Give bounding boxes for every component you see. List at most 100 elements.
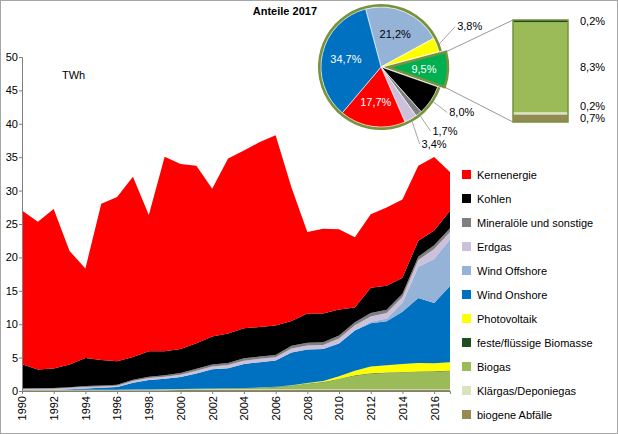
tick: 25 bbox=[6, 218, 22, 230]
data-label: 9,5% bbox=[411, 63, 436, 75]
tick-mark bbox=[371, 391, 372, 394]
tick-mark bbox=[19, 291, 22, 292]
tick: 2004 bbox=[238, 391, 250, 420]
tick-label: 15 bbox=[6, 285, 18, 297]
tick-label: 2008 bbox=[302, 396, 314, 420]
tick: 50 bbox=[6, 51, 22, 63]
legend-swatch bbox=[462, 194, 471, 203]
legend-label: Kohlen bbox=[477, 193, 511, 205]
data-label: 8,3% bbox=[580, 61, 605, 73]
tick-mark bbox=[54, 391, 55, 394]
tick-label: 2000 bbox=[175, 396, 187, 420]
tick: 1998 bbox=[143, 391, 155, 420]
legend-swatch bbox=[462, 410, 471, 419]
tick-mark bbox=[19, 57, 22, 58]
tick-label: 0 bbox=[12, 385, 18, 397]
tick: 2002 bbox=[207, 391, 219, 420]
tick-mark bbox=[212, 391, 213, 394]
tick-mark bbox=[19, 257, 22, 258]
tick: 45 bbox=[6, 84, 22, 96]
chart-canvas: 0 5 10 15 20 25 30 35 40 45 50 1990 1992 1994 1996 1998… bbox=[0, 0, 618, 434]
legend-label: feste/flüssige Biomasse bbox=[477, 337, 593, 349]
tick-mark bbox=[244, 391, 245, 394]
connector-line bbox=[446, 20, 513, 52]
tick-label: 30 bbox=[6, 185, 18, 197]
axis-title: TWh bbox=[62, 69, 85, 81]
tick-mark bbox=[307, 391, 308, 394]
data-label: 1,7% bbox=[432, 125, 457, 137]
tick: 1996 bbox=[111, 391, 123, 420]
axis-line bbox=[19, 58, 23, 392]
legend-item: Wind Onshore bbox=[462, 289, 547, 301]
tick: 40 bbox=[6, 118, 22, 130]
legend-label: Biogas bbox=[477, 361, 511, 373]
axis-line bbox=[23, 392, 451, 395]
legend-item: Wind Offshore bbox=[462, 265, 547, 277]
tick: 2012 bbox=[365, 391, 377, 420]
tick-label: 2002 bbox=[207, 396, 219, 420]
data-label: 3,8% bbox=[457, 20, 482, 32]
tick-mark bbox=[85, 391, 86, 394]
legend-swatch bbox=[462, 338, 471, 347]
tick: 2008 bbox=[302, 391, 314, 420]
tick-label: 2012 bbox=[365, 396, 377, 420]
tick: 0 bbox=[12, 385, 22, 397]
tick-label: 5 bbox=[12, 352, 18, 364]
tick-label: 35 bbox=[6, 151, 18, 163]
axis: 0 5 10 15 20 25 30 35 40 45 50 bbox=[6, 51, 23, 397]
bar-of-pie bbox=[445, 20, 568, 122]
tick-label: 20 bbox=[6, 251, 18, 263]
connector-line bbox=[445, 87, 513, 122]
data-label: 0,2% bbox=[580, 100, 605, 112]
legend-item: Mineralöle und sonstige bbox=[462, 217, 593, 229]
tick-label: 1996 bbox=[111, 396, 123, 420]
tick-mark bbox=[276, 391, 277, 394]
tick-mark bbox=[117, 391, 118, 394]
data-label: 0,7% bbox=[580, 112, 605, 124]
tick-mark bbox=[339, 391, 340, 394]
legend-item: Biogas bbox=[462, 361, 511, 373]
axis: 1990 1992 1994 1996 1998 2000 2002 2004 2006 2008… bbox=[16, 391, 450, 420]
tick-label: 45 bbox=[6, 84, 18, 96]
tick: 15 bbox=[6, 285, 22, 297]
tick: 2000 bbox=[175, 391, 187, 420]
tick: 2006 bbox=[270, 391, 282, 420]
legend-item: Klärgas/Deponiegas bbox=[462, 385, 577, 397]
data-label: 17,7% bbox=[360, 96, 391, 108]
tick-mark bbox=[19, 90, 22, 91]
tick-label: 40 bbox=[6, 118, 18, 130]
tick-mark bbox=[22, 391, 23, 394]
tick-label: 1990 bbox=[16, 396, 28, 420]
bar-segment bbox=[513, 114, 568, 122]
tick: 2016 bbox=[428, 391, 440, 420]
tick-mark bbox=[19, 391, 22, 392]
tick: 35 bbox=[6, 151, 22, 163]
legend-swatch bbox=[462, 218, 471, 227]
tick: 30 bbox=[6, 185, 22, 197]
legend-swatch bbox=[462, 242, 471, 251]
tick: 1990 bbox=[16, 391, 28, 420]
tick-label: 1992 bbox=[48, 396, 60, 420]
area bbox=[22, 135, 450, 369]
tick-label: 2004 bbox=[238, 396, 250, 420]
legend-label: Kernenergie bbox=[477, 169, 537, 181]
leader-line bbox=[421, 116, 431, 131]
tick: 1994 bbox=[80, 391, 92, 420]
tick-mark bbox=[402, 391, 403, 394]
legend-item: Kernenergie bbox=[462, 169, 537, 181]
legend-item: Erdgas bbox=[462, 241, 512, 253]
legend-item: Photovoltaik bbox=[462, 313, 537, 325]
pie bbox=[318, 4, 448, 130]
tick-label: 2006 bbox=[270, 396, 282, 420]
tick-mark bbox=[19, 358, 22, 359]
tick: 2010 bbox=[333, 391, 345, 420]
data-label: 34,7% bbox=[330, 53, 361, 65]
tick-label: 50 bbox=[6, 51, 18, 63]
data-label: 3,4% bbox=[422, 138, 447, 150]
data-label: 21,2% bbox=[380, 28, 411, 40]
tick-label: 10 bbox=[6, 318, 18, 330]
legend-item: biogene Abfälle bbox=[462, 409, 552, 421]
legend-swatch bbox=[462, 290, 471, 299]
tick: 2014 bbox=[397, 391, 409, 420]
tick-mark bbox=[19, 157, 22, 158]
